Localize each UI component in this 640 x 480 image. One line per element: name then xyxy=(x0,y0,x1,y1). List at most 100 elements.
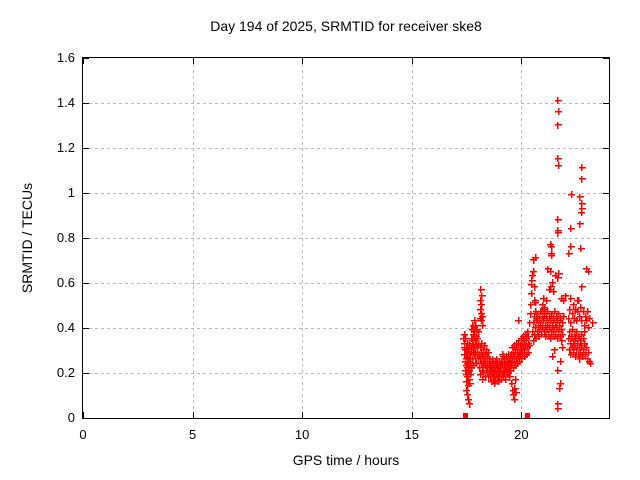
tick-mark xyxy=(83,103,89,104)
data-point-plus xyxy=(573,328,581,336)
data-point-plus xyxy=(477,306,485,313)
data-point-plus xyxy=(465,396,473,403)
data-point-plus xyxy=(461,330,468,338)
data-point-plus xyxy=(560,297,568,304)
tick-mark xyxy=(603,373,609,374)
tick-mark xyxy=(411,58,413,64)
tick-mark xyxy=(603,193,609,194)
tick-mark xyxy=(302,58,304,64)
data-point-plus xyxy=(512,375,520,383)
data-point-plus xyxy=(567,294,575,302)
y-tick-label: 1.2 xyxy=(56,140,75,155)
gridline-horizontal xyxy=(83,328,609,329)
data-point-plus xyxy=(579,308,587,316)
data-point-plus xyxy=(502,375,510,383)
data-point-plus xyxy=(526,319,534,327)
data-point-plus xyxy=(490,380,498,388)
data-point-plus xyxy=(576,220,584,228)
data-point-plus xyxy=(554,155,562,163)
data-point-plus xyxy=(578,283,586,291)
data-point-plus xyxy=(555,162,563,169)
data-point-plus xyxy=(474,335,482,343)
data-point-plus xyxy=(574,308,582,316)
tick-mark xyxy=(192,412,194,418)
data-point-plus xyxy=(462,387,470,394)
data-point-plus xyxy=(529,272,537,280)
tick-mark xyxy=(83,238,89,239)
data-point-plus xyxy=(527,310,535,318)
data-point-plus xyxy=(558,337,566,345)
data-point-plus xyxy=(574,297,582,304)
x-tick-label: 0 xyxy=(79,427,87,442)
data-point-plus xyxy=(557,326,565,334)
tick-mark xyxy=(603,103,609,104)
tick-mark xyxy=(411,412,413,418)
data-point-plus xyxy=(589,319,597,327)
data-point-plus xyxy=(585,324,593,331)
gridline-vertical xyxy=(192,58,194,418)
data-point-plus xyxy=(584,308,592,316)
data-point-plus xyxy=(471,317,479,325)
data-point-plus xyxy=(477,285,485,293)
data-point-plus xyxy=(585,267,593,275)
data-point-plus xyxy=(549,353,557,361)
data-point-plus xyxy=(569,326,577,334)
data-point-plus xyxy=(555,270,563,277)
data-point-plus xyxy=(565,249,573,257)
y-tick-label: 0.2 xyxy=(56,365,75,380)
y-tick-label: 1.4 xyxy=(56,95,75,110)
data-point-plus xyxy=(554,96,562,104)
data-point-plus xyxy=(566,306,574,313)
x-tick-label: 10 xyxy=(294,427,310,442)
data-point-plus xyxy=(577,245,585,253)
tick-mark xyxy=(83,373,89,374)
gridline-horizontal xyxy=(83,373,609,374)
data-point-plus xyxy=(579,335,587,343)
y-tick-label: 0 xyxy=(67,410,75,425)
data-point-plus xyxy=(532,299,540,307)
data-point-plus xyxy=(548,243,556,250)
data-point-plus xyxy=(543,297,551,304)
data-point-plus xyxy=(577,303,585,311)
data-point-plus xyxy=(525,333,533,340)
data-point-plus xyxy=(556,380,564,388)
data-point-plus xyxy=(578,200,586,208)
data-point-plus xyxy=(581,312,589,320)
data-point-plus xyxy=(576,312,584,320)
gridline-horizontal xyxy=(83,103,609,104)
plot-area xyxy=(82,57,610,419)
tick-mark xyxy=(83,58,84,64)
tick-mark xyxy=(83,412,84,418)
data-point-plus xyxy=(558,344,566,352)
tick-mark xyxy=(83,283,89,284)
x-tick-label: 20 xyxy=(514,427,529,442)
data-point-plus xyxy=(551,308,559,316)
tick-mark xyxy=(603,418,609,419)
data-point-plus xyxy=(508,380,516,388)
data-point-plus xyxy=(485,348,493,356)
y-tick-label: 1.6 xyxy=(56,50,75,65)
data-point-plus xyxy=(511,384,519,392)
chart-title: Day 194 of 2025, SRMTID for receiver ske… xyxy=(210,18,482,34)
data-point-plus xyxy=(551,346,559,354)
data-point-plus xyxy=(478,321,486,329)
data-point-plus xyxy=(587,360,595,367)
data-point-plus xyxy=(465,400,473,408)
data-point-plus xyxy=(580,321,588,329)
tick-mark xyxy=(83,148,89,149)
data-point-plus xyxy=(556,384,564,392)
data-point-plus xyxy=(554,121,562,129)
data-point-plus xyxy=(573,317,581,325)
data-point-plus xyxy=(555,108,563,115)
gridline-vertical xyxy=(521,58,523,418)
data-point-plus xyxy=(477,297,485,304)
data-point-plus xyxy=(462,335,470,343)
data-point-plus xyxy=(472,321,480,329)
data-point-plus xyxy=(555,310,563,318)
data-point-plus xyxy=(478,312,486,320)
data-point-plus xyxy=(481,342,489,349)
data-point-plus xyxy=(559,330,567,338)
data-point-plus xyxy=(577,209,585,217)
gridline-vertical xyxy=(302,58,304,418)
